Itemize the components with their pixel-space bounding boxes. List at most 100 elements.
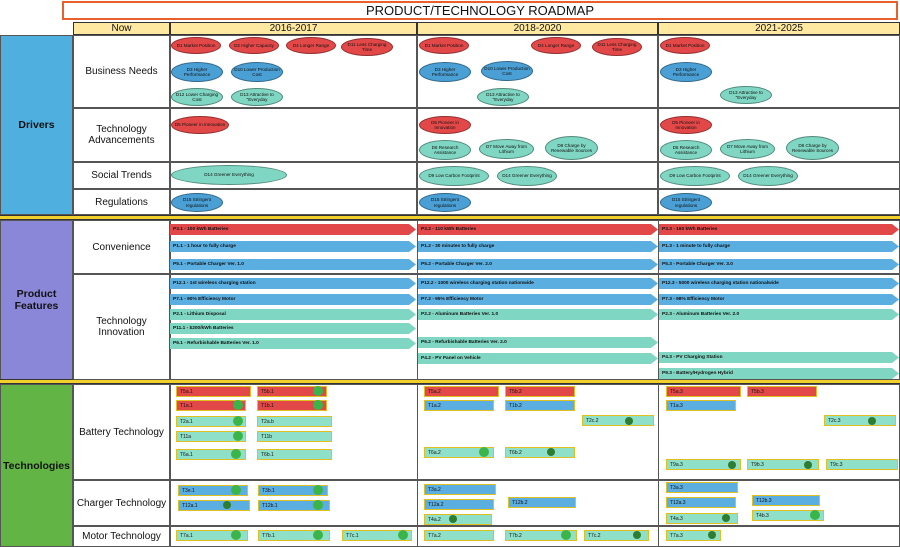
feature-arrow[interactable]: P12.3 - 5000 wireless charging station n…: [659, 278, 899, 289]
tech-box[interactable]: T2a.b: [257, 416, 332, 427]
tech-box[interactable]: T4a.3: [666, 513, 738, 524]
driver-ellipse[interactable]: D5 Pioneer in Innovation: [660, 116, 712, 134]
tech-box[interactable]: T5b.1: [257, 386, 327, 397]
tech-box[interactable]: T11b: [257, 431, 332, 442]
driver-ellipse[interactable]: D14 Greener Everything: [738, 166, 798, 186]
tech-box[interactable]: T4a.2: [424, 514, 492, 525]
tech-box[interactable]: T3a.2: [424, 484, 496, 495]
feature-arrow[interactable]: P1.2 - 30 minutes to fully charge: [418, 241, 658, 252]
tech-box[interactable]: T5a.1: [176, 386, 251, 397]
feature-arrow[interactable]: P3.2 - 110 kWh Batteries: [418, 224, 658, 235]
tech-box[interactable]: T9a.3: [666, 459, 741, 470]
driver-ellipse[interactable]: D13 Attractive to "Everyday: [477, 88, 529, 106]
driver-ellipse[interactable]: D6 Research Assistance: [419, 140, 471, 160]
driver-ellipse[interactable]: D4 Longer Range: [531, 37, 581, 54]
driver-ellipse[interactable]: D8 Charge by Renewable Sources: [545, 136, 598, 160]
tech-box[interactable]: T2c.3: [824, 415, 896, 426]
tech-box[interactable]: T6a.2: [424, 447, 494, 458]
tech-box[interactable]: T12a.2: [424, 499, 494, 510]
driver-ellipse[interactable]: D11 Less Charging Time: [592, 38, 642, 56]
tech-box[interactable]: T7c.2: [584, 530, 649, 541]
tech-box[interactable]: T5b.2: [505, 386, 575, 397]
tech-box[interactable]: T4b.3: [752, 510, 824, 521]
feature-arrow[interactable]: P4.2 - PV Panel on Vehicle: [418, 353, 658, 364]
feature-arrow[interactable]: P7.2 - 95% Efficiency Motor: [418, 294, 658, 305]
tech-box[interactable]: T12b.1: [258, 500, 330, 511]
tech-box[interactable]: T7a.1: [176, 530, 248, 541]
driver-ellipse[interactable]: D6 Research Assistance: [660, 140, 712, 160]
feature-arrow[interactable]: P1.3 - 1 minute to fully charge: [659, 241, 899, 252]
feature-arrow[interactable]: P6.2 - Refurbishable Batteries Ver. 2.0: [418, 337, 658, 348]
tech-box[interactable]: T12a.1: [178, 500, 250, 511]
feature-arrow[interactable]: P5.3 - Portable Charger Ver. 3.0: [659, 259, 899, 270]
driver-ellipse[interactable]: D14 Greener Everything: [497, 166, 557, 186]
driver-ellipse[interactable]: D13 Attractive to "Everyday: [231, 88, 283, 106]
feature-arrow[interactable]: P1.1 - 1 hour to fully charge: [170, 241, 416, 252]
driver-ellipse[interactable]: D3 Higher Performance: [419, 62, 471, 82]
tech-box[interactable]: T1a.2: [424, 400, 494, 411]
driver-ellipse[interactable]: D10 Lower Production Cost: [231, 62, 283, 82]
tech-box[interactable]: T12b.3: [752, 495, 820, 506]
tech-box[interactable]: T2c.2: [582, 415, 654, 426]
feature-arrow[interactable]: P2.1 - Lithium Disposal: [170, 309, 416, 320]
feature-arrow[interactable]: P12.1 - 1st wireless charging station: [170, 278, 416, 289]
tech-box[interactable]: T7a.2: [424, 530, 494, 541]
feature-arrow[interactable]: P6.1 - Refurbishable Batteries Ver. 1.0: [170, 338, 416, 349]
feature-arrow[interactable]: P3.1 - 100 kWh Batteries: [170, 224, 416, 235]
tech-box[interactable]: T1a.3: [666, 400, 736, 411]
driver-ellipse[interactable]: D13 Attractive to "Everyday: [720, 86, 772, 104]
tech-box[interactable]: T7a.3: [666, 530, 721, 541]
driver-ellipse[interactable]: D15 Stringent regulations: [419, 193, 471, 212]
driver-ellipse[interactable]: D11 Less Charging Time: [341, 38, 393, 56]
feature-arrow[interactable]: P11.1 - $200/kWh Batteries: [170, 323, 416, 334]
driver-ellipse[interactable]: D3 Higher Performance: [660, 62, 712, 82]
tech-box[interactable]: T12a.3: [666, 497, 736, 508]
tech-box[interactable]: T7b.1: [258, 530, 330, 541]
driver-ellipse[interactable]: D10 Lower Production Cost: [481, 61, 533, 81]
tech-box[interactable]: T3e.1: [178, 485, 248, 496]
driver-ellipse[interactable]: D1 Market Position: [660, 37, 710, 54]
driver-ellipse[interactable]: D2 Higher Capacity: [229, 37, 279, 54]
driver-ellipse[interactable]: D5 Pioneer in Innovation: [171, 116, 229, 134]
feature-arrow[interactable]: P5.1 - Portable Charger Ver. 1.0: [170, 259, 416, 270]
feature-arrow[interactable]: P7.1 - 90% Efficiency Motor: [170, 294, 416, 305]
tech-box[interactable]: T3b.1: [258, 485, 328, 496]
tech-box[interactable]: T1b.2: [505, 400, 575, 411]
feature-arrow[interactable]: P9.3 - Battery/Hydrogen Hybrid: [659, 368, 899, 379]
feature-arrow[interactable]: P4.3 - PV Charging Station: [659, 352, 899, 363]
feature-arrow[interactable]: P3.3 - 160 kWh Batteries: [659, 224, 899, 235]
tech-box[interactable]: T11a: [176, 431, 246, 442]
tech-box[interactable]: T1a.1: [176, 400, 246, 411]
tech-box[interactable]: T9c.3: [826, 459, 898, 470]
tech-box[interactable]: T3a.3: [666, 482, 738, 493]
driver-ellipse[interactable]: D15 Stringent regulations: [171, 193, 223, 212]
tech-box[interactable]: T6a.1: [176, 449, 246, 460]
driver-ellipse[interactable]: D4 Longer Range: [286, 37, 336, 54]
tech-box[interactable]: T5a.3: [666, 386, 741, 397]
feature-arrow[interactable]: P7.3 - 98% Efficiency Motor: [659, 294, 899, 305]
tech-box[interactable]: T6b.1: [257, 449, 332, 460]
tech-box[interactable]: T2a.1: [176, 416, 246, 427]
driver-ellipse[interactable]: D8 Charge by Renewable Sources: [786, 136, 839, 160]
driver-ellipse[interactable]: D15 Stringent regulations: [660, 193, 712, 212]
driver-ellipse[interactable]: D7 Move Away from Lithium: [479, 139, 534, 159]
driver-ellipse[interactable]: D12 Lower Charging Cost: [171, 88, 223, 106]
tech-box[interactable]: T12b.2: [508, 497, 576, 508]
feature-arrow[interactable]: P12.2 - 1000 wireless charging station n…: [418, 278, 658, 289]
driver-ellipse[interactable]: D1 Market Position: [419, 37, 469, 54]
tech-box[interactable]: T7b.2: [505, 530, 577, 541]
feature-arrow[interactable]: P2.2 - Aluminum Batteries Ver. 1.0: [418, 309, 658, 320]
tech-box[interactable]: T5a.2: [424, 386, 499, 397]
driver-ellipse[interactable]: D5 Pioneer in Innovation: [419, 116, 471, 134]
tech-box[interactable]: T1b.1: [257, 400, 327, 411]
tech-box[interactable]: T7c.1: [342, 530, 412, 541]
tech-box[interactable]: T5b.3: [747, 386, 817, 397]
driver-ellipse[interactable]: D14 Greener Everything: [171, 165, 287, 185]
driver-ellipse[interactable]: D9 Low Carbon Footprint: [660, 166, 730, 186]
driver-ellipse[interactable]: D3 Higher Performance: [171, 62, 223, 82]
tech-box[interactable]: T6b.2: [505, 447, 575, 458]
feature-arrow[interactable]: P5.2 - Portable Charger Ver. 2.0: [418, 259, 658, 270]
feature-arrow[interactable]: P2.3 - Aluminum Batteries Ver. 2.0: [659, 309, 899, 320]
tech-box[interactable]: T9b.3: [747, 459, 819, 470]
driver-ellipse[interactable]: D7 Move Away from Lithium: [720, 139, 775, 159]
